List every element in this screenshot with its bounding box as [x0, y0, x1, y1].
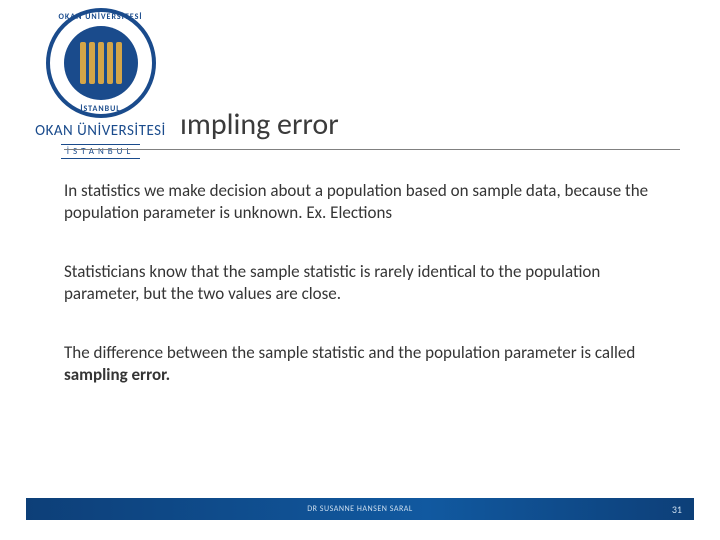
- paragraph-3: The difference between the sample statis…: [64, 342, 672, 387]
- paragraph-3-bold: sampling error.: [64, 364, 170, 385]
- university-seal-icon: OKAN ÜNİVERSİTESİ İSTANBUL: [46, 8, 156, 118]
- pillar-icon: [89, 42, 95, 84]
- slide-title: ımpling error: [64, 106, 680, 143]
- seal-center: [64, 26, 138, 100]
- paragraph-3-lead: The difference between the sample statis…: [64, 342, 635, 363]
- page-number: 31: [672, 503, 682, 516]
- pillar-icon: [80, 42, 86, 84]
- paragraph-2: Statisticians know that the sample stati…: [64, 261, 672, 306]
- footer-bar: DR SUSANNE HANSEN SARAL 31: [26, 498, 694, 520]
- pillar-icon: [116, 42, 122, 84]
- pillar-icon: [107, 42, 113, 84]
- pillar-icon: [98, 42, 104, 84]
- title-container: ımpling error: [64, 106, 680, 150]
- body-text: In statistics we make decision about a p…: [64, 180, 672, 423]
- slide: OKAN ÜNİVERSİTESİ İSTANBUL OKAN ÜNİVERSİ…: [0, 0, 720, 540]
- footer-author: DR SUSANNE HANSEN SARAL: [307, 504, 413, 514]
- seal-text-top: OKAN ÜNİVERSİTESİ: [46, 12, 156, 22]
- paragraph-1: In statistics we make decision about a p…: [64, 180, 672, 225]
